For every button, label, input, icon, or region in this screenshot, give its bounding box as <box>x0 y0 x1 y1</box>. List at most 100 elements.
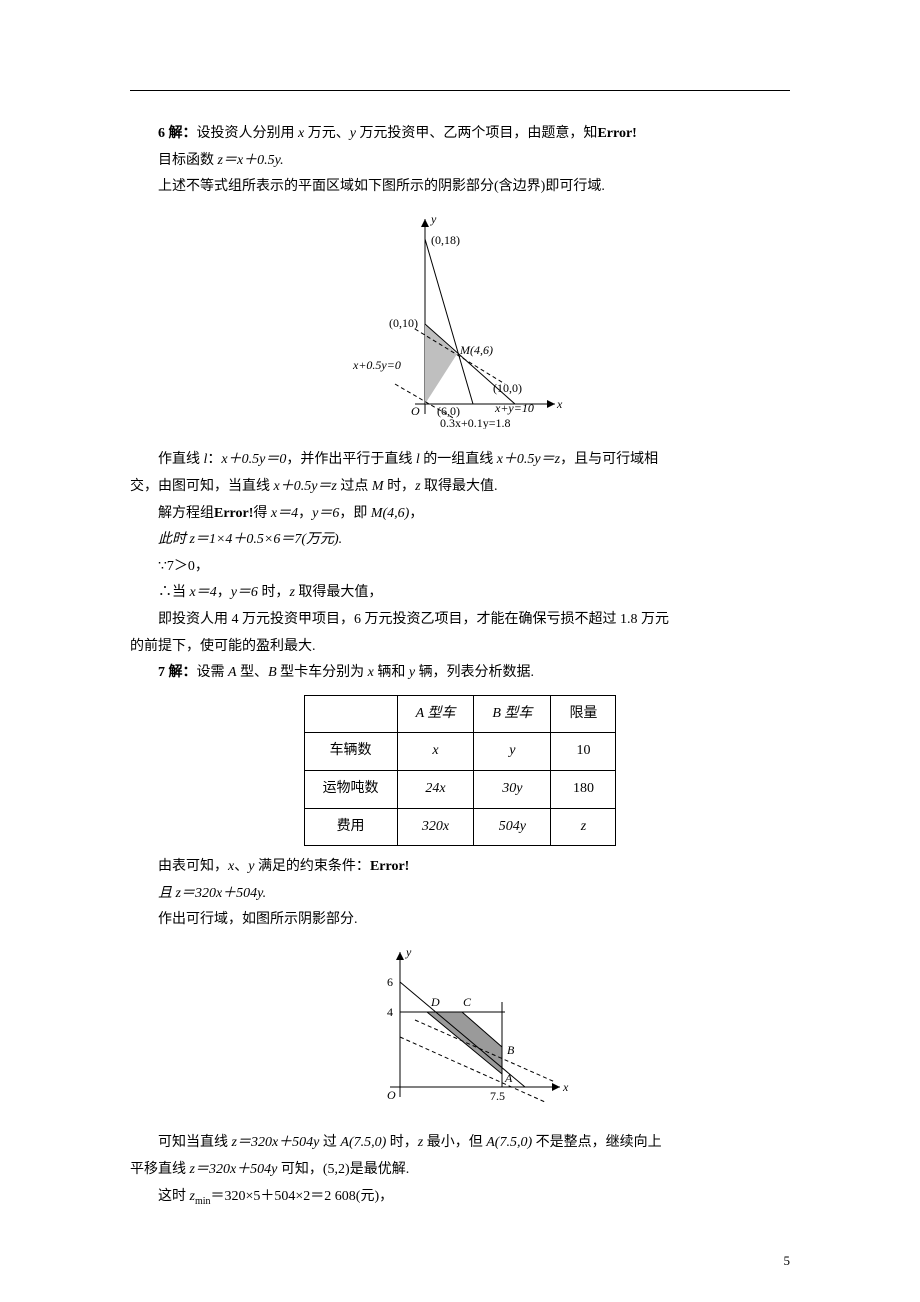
t: x <box>432 743 438 758</box>
lbl-A: A <box>504 1071 513 1085</box>
lbl-D: D <box>430 995 440 1009</box>
t: 上述不等式组所表示的平面区域如下图所示的阴影部分(含边界)即可行域. <box>158 179 605 194</box>
td: 10 <box>551 733 616 771</box>
lbl-018: (0,18) <box>431 233 460 247</box>
t: ： <box>207 452 221 467</box>
lbl-B: B <box>507 1043 515 1057</box>
var-B: B <box>268 665 277 680</box>
lbl-x: x <box>556 397 563 411</box>
t: 时， <box>258 585 290 600</box>
t: 取得最大值， <box>295 585 383 600</box>
p7-zmin: 这时 zmin＝320×5＋504×2＝2 608(元)， <box>130 1184 790 1211</box>
error-text: Error! <box>370 859 409 874</box>
eq: x＝4 <box>271 506 298 521</box>
header-rule <box>130 90 790 91</box>
td: 24x <box>397 770 474 808</box>
eq: y＝6 <box>231 585 258 600</box>
p7-region: 作出可行域，如图所示阴影部分. <box>130 907 790 934</box>
lbl-O: O <box>411 404 420 418</box>
eq: 此时 z＝1×4＋0.5×6＝7(万元). <box>158 532 342 547</box>
eq: 且 z＝320x＋504y. <box>158 886 266 901</box>
t: 可知当直线 <box>158 1135 232 1150</box>
t: ， <box>409 506 423 521</box>
th: A 型车 <box>397 695 474 733</box>
eq: x＝4 <box>190 585 217 600</box>
t: ∴当 <box>158 585 190 600</box>
t: 目标函数 <box>158 153 218 168</box>
td: 费用 <box>304 808 397 846</box>
eq: z＝320x＋504y <box>190 1162 278 1177</box>
t: 即投资人用 4 万元投资甲项目，6 万元投资乙项目，才能在确保亏损不超过 1.8… <box>158 612 669 627</box>
p7-table: A 型车 B 型车 限量 车辆数 x y 10 运物吨数 24x 30y 180… <box>304 695 617 846</box>
var-A: A <box>228 665 237 680</box>
eq: A(7.5,0) <box>486 1135 532 1150</box>
lbl-half: x+0.5y=0 <box>352 358 401 372</box>
lbl-4: 4 <box>387 1005 393 1019</box>
p7-line1: 7 解：设需 A 型、B 型卡车分别为 x 辆和 y 辆，列表分析数据. <box>130 660 790 687</box>
t: 型卡车分别为 <box>277 665 368 680</box>
table-row: 运物吨数 24x 30y 180 <box>304 770 616 808</box>
table-row: 费用 320x 504y z <box>304 808 616 846</box>
p6-therefore: ∴当 x＝4，y＝6 时，z 取得最大值， <box>130 580 790 607</box>
error-text: Error! <box>597 126 636 141</box>
t: 交，由图可知，当直线 <box>130 479 274 494</box>
t: 作直线 <box>158 452 204 467</box>
eq: y＝6 <box>312 506 339 521</box>
td: 180 <box>551 770 616 808</box>
p7-after1: 可知当直线 z＝320x＋504y 过 A(7.5,0) 时，z 最小，但 A(… <box>130 1130 790 1157</box>
t: 时， <box>386 1135 418 1150</box>
page: 6 解：设投资人分别用 x 万元、y 万元投资甲、乙两个项目，由题意，知Erro… <box>0 0 920 1302</box>
th: B 型车 <box>474 695 551 733</box>
t: 30y <box>502 781 522 796</box>
t: 设投资人分别用 <box>197 126 299 141</box>
t: 作出可行域，如图所示阴影部分. <box>158 912 358 927</box>
p7-constraints: 由表可知，x、y 满足的约束条件：Error! <box>130 854 790 881</box>
chart1-wrap: y x O (0,18) (0,10) M(4,6) (10,0) (6,0) … <box>130 209 790 440</box>
p6-region: 上述不等式组所表示的平面区域如下图所示的阴影部分(含边界)即可行域. <box>130 174 790 201</box>
t: z <box>581 819 586 834</box>
p6-after2: 交，由图可知，当直线 x＋0.5y＝z 过点 M 时，z 取得最大值. <box>130 474 790 501</box>
td: 车辆数 <box>304 733 397 771</box>
p6-solve: 解方程组Error!得 x＝4，y＝6，即 M(4,6)， <box>130 501 790 528</box>
t: ∵7＞0， <box>158 559 209 574</box>
t: ， <box>217 585 231 600</box>
lbl-x: x <box>562 1080 569 1094</box>
t: 解方程组 <box>158 506 214 521</box>
t: 504y <box>499 819 526 834</box>
lbl-y: y <box>405 945 412 959</box>
lbl-75: 7.5 <box>490 1089 505 1103</box>
t: 可知，(5,2)是最优解. <box>277 1162 409 1177</box>
th: 限量 <box>551 695 616 733</box>
t: 24x <box>425 781 445 796</box>
p6-after1: 作直线 l：x＋0.5y＝0，并作出平行于直线 l 的一组直线 x＋0.5y＝z… <box>130 447 790 474</box>
td: 504y <box>474 808 551 846</box>
t: 型、 <box>237 665 269 680</box>
eq: x＋0.5y＝z <box>274 479 337 494</box>
p7-after2: 平移直线 z＝320x＋504y 可知，(5,2)是最优解. <box>130 1157 790 1184</box>
table-row: A 型车 B 型车 限量 <box>304 695 616 733</box>
t: 过 <box>319 1135 340 1150</box>
t: 满足的约束条件： <box>254 859 370 874</box>
lbl-y: y <box>430 212 437 226</box>
lbl-6: 6 <box>387 975 393 989</box>
t: 的前提下，使可能的盈利最大. <box>130 639 316 654</box>
t: 由表可知， <box>158 859 228 874</box>
t: 得 <box>253 506 271 521</box>
t: 辆，列表分析数据. <box>415 665 534 680</box>
t: ，且与可行域相 <box>560 452 658 467</box>
eq: A(7.5,0) <box>340 1135 386 1150</box>
t: 平移直线 <box>130 1162 190 1177</box>
t: 取得最大值. <box>421 479 498 494</box>
p6-conc1: 即投资人用 4 万元投资甲项目，6 万元投资乙项目，才能在确保亏损不超过 1.8… <box>130 607 790 634</box>
t: 辆和 <box>374 665 409 680</box>
p6-since: ∵7＞0， <box>130 554 790 581</box>
t: ，即 <box>339 506 371 521</box>
p6-conc2: 的前提下，使可能的盈利最大. <box>130 634 790 661</box>
t: 过点 <box>337 479 372 494</box>
th <box>304 695 397 733</box>
p6-label: 6 解： <box>158 126 197 141</box>
t: 这时 <box>158 1189 190 1204</box>
t: ， <box>298 506 312 521</box>
table-row: 车辆数 x y 10 <box>304 733 616 771</box>
p6-line1: 6 解：设投资人分别用 x 万元、y 万元投资甲、乙两个项目，由题意，知Erro… <box>130 121 790 148</box>
